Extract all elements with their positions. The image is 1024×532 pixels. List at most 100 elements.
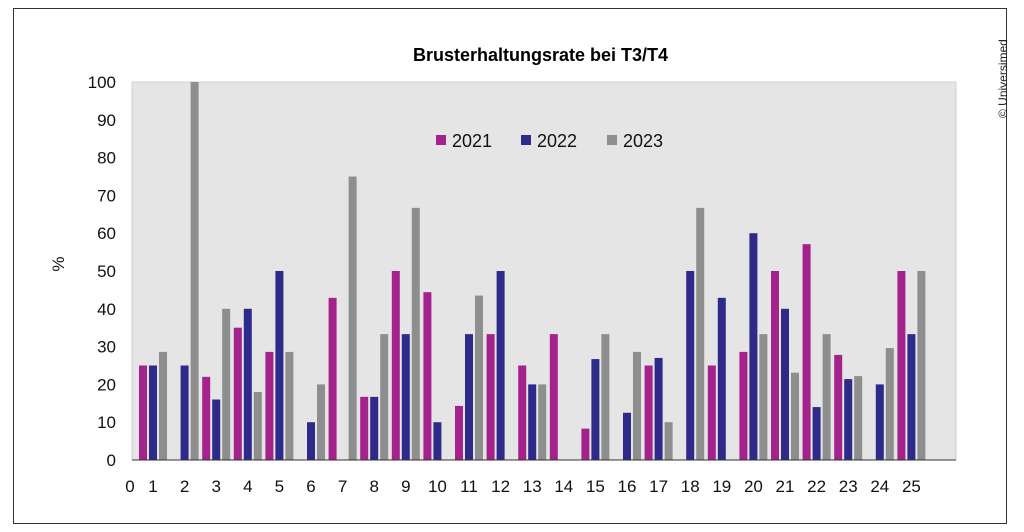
bar-2023-1 bbox=[159, 351, 167, 460]
bar-2021-20 bbox=[739, 351, 748, 460]
bar-2021-14 bbox=[549, 334, 558, 460]
y-axis-label: % bbox=[49, 256, 68, 271]
x-tick-label: 21 bbox=[776, 477, 795, 496]
bar-2023-6 bbox=[317, 384, 325, 460]
y-tick-label: 50 bbox=[97, 262, 116, 281]
bar-2022-9 bbox=[401, 334, 410, 460]
bar-2023-15 bbox=[601, 334, 610, 460]
bar-2023-23 bbox=[854, 376, 863, 460]
bar-2021-17 bbox=[644, 365, 653, 460]
legend-label-2021: 2021 bbox=[452, 131, 492, 151]
bar-2023-21 bbox=[791, 372, 799, 460]
y-tick-label: 60 bbox=[97, 224, 116, 243]
bar-2022-20 bbox=[749, 233, 758, 460]
bar-2021-23 bbox=[834, 354, 843, 460]
bar-2022-8 bbox=[370, 396, 379, 460]
y-tick-label: 0 bbox=[107, 451, 116, 470]
x-tick-label: 24 bbox=[870, 477, 889, 496]
x-tick-label: 12 bbox=[491, 477, 510, 496]
bar-2022-24 bbox=[875, 384, 884, 460]
bar-2021-8 bbox=[360, 396, 369, 460]
y-tick-label: 90 bbox=[97, 111, 116, 130]
x-tick-label: 8 bbox=[369, 477, 378, 496]
x-tick-label: 15 bbox=[586, 477, 605, 496]
legend-swatch-2023 bbox=[607, 135, 617, 145]
bar-2021-22 bbox=[802, 244, 811, 460]
x-tick-label: 9 bbox=[401, 477, 410, 496]
x-tick-label: 2 bbox=[180, 477, 189, 496]
legend-label-2023: 2023 bbox=[623, 131, 663, 151]
x-tick-label: 25 bbox=[902, 477, 921, 496]
chart-title: Brusterhaltungsrate bei T3/T4 bbox=[413, 45, 669, 65]
x-tick-label: 3 bbox=[211, 477, 220, 496]
x-tick-label: 11 bbox=[460, 477, 478, 496]
bar-2021-19 bbox=[707, 365, 716, 460]
x-tick-label: 14 bbox=[554, 477, 573, 496]
legend: 2021 2022 2023 bbox=[436, 131, 663, 151]
bar-2023-9 bbox=[411, 207, 420, 460]
bar-2021-11 bbox=[455, 405, 463, 460]
bar-2022-15 bbox=[591, 359, 600, 460]
x-tick-label: 18 bbox=[681, 477, 700, 496]
bar-2021-4 bbox=[233, 327, 242, 460]
bar-2022-11 bbox=[465, 334, 473, 460]
x-tick-label: 10 bbox=[428, 477, 447, 496]
bar-2021-3 bbox=[202, 376, 211, 460]
bar-2023-24 bbox=[885, 348, 894, 460]
x-tick-label: 13 bbox=[523, 477, 542, 496]
bar-2023-16 bbox=[633, 351, 641, 460]
bar-2022-13 bbox=[528, 384, 537, 460]
legend-swatch-2021 bbox=[436, 135, 446, 145]
x-tick-label: 5 bbox=[275, 477, 284, 496]
bar-2022-17 bbox=[654, 357, 663, 460]
y-tick-label: 20 bbox=[97, 375, 116, 394]
bar-2023-25 bbox=[917, 271, 926, 460]
x-tick-label: 22 bbox=[807, 477, 826, 496]
bar-2021-7 bbox=[328, 297, 337, 460]
bar-2022-22 bbox=[812, 407, 821, 460]
bar-2022-25 bbox=[907, 334, 916, 460]
bar-2022-1 bbox=[149, 365, 157, 460]
y-tick-label: 30 bbox=[97, 338, 116, 357]
bar-2023-17 bbox=[664, 422, 673, 460]
y-tick-label: 100 bbox=[88, 73, 116, 92]
bar-2021-21 bbox=[771, 271, 779, 460]
x-tick-label: 20 bbox=[744, 477, 763, 496]
bar-2022-12 bbox=[496, 271, 505, 460]
bar-2023-13 bbox=[538, 384, 547, 460]
bar-2021-10 bbox=[423, 292, 432, 460]
bar-2023-5 bbox=[285, 351, 294, 460]
bar-2023-22 bbox=[822, 334, 831, 460]
x-tick-label: 23 bbox=[839, 477, 858, 496]
bar-2022-16 bbox=[623, 412, 631, 460]
bar-2021-25 bbox=[897, 271, 906, 460]
y-tick-label: 80 bbox=[97, 149, 116, 168]
y-tick-labels: 0 10 20 30 40 50 60 70 80 90 100 bbox=[88, 73, 116, 470]
bar-2022-5 bbox=[275, 271, 284, 460]
bar-2021-9 bbox=[391, 271, 400, 460]
bar-2023-7 bbox=[348, 176, 357, 460]
bar-2022-10 bbox=[433, 422, 442, 460]
bar-2022-18 bbox=[686, 271, 695, 460]
legend-swatch-2022 bbox=[521, 135, 531, 145]
x-tick-label: 17 bbox=[649, 477, 668, 496]
y-tick-label: 70 bbox=[97, 186, 116, 205]
bar-2023-11 bbox=[475, 295, 483, 460]
x-tick-label: 4 bbox=[243, 477, 252, 496]
bar-2022-3 bbox=[212, 399, 221, 460]
bar-2023-4 bbox=[253, 391, 262, 460]
bar-2021-5 bbox=[265, 351, 274, 460]
bar-2022-23 bbox=[844, 379, 853, 460]
bar-2022-4 bbox=[243, 308, 252, 460]
bar-2022-2 bbox=[180, 365, 189, 460]
y-tick-label: 10 bbox=[97, 413, 116, 432]
x-tick-label: 7 bbox=[338, 477, 347, 496]
bar-2023-18 bbox=[696, 207, 705, 460]
bar-2023-3 bbox=[222, 308, 231, 460]
bar-2023-8 bbox=[380, 334, 389, 460]
bar-2023-2 bbox=[190, 82, 199, 460]
bar-2022-21 bbox=[781, 308, 789, 460]
bar-2021-15 bbox=[581, 428, 590, 460]
bar-2022-6 bbox=[307, 422, 315, 460]
